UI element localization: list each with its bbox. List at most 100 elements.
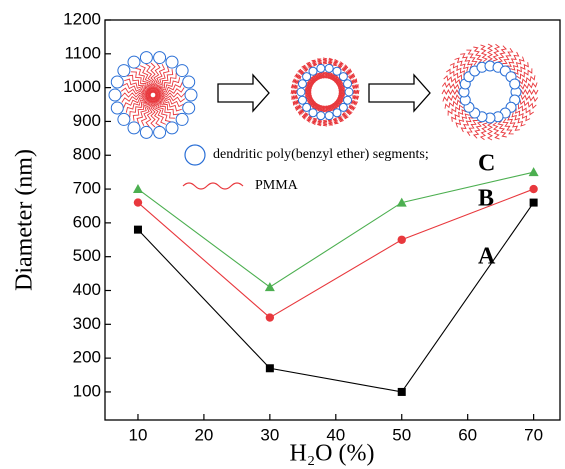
hair: [124, 78, 151, 96]
arrow: [368, 73, 431, 113]
x-tick-label: 60: [458, 425, 477, 444]
hair: [454, 57, 469, 72]
hair: [290, 84, 298, 90]
hair: [319, 105, 325, 113]
hair: [136, 97, 154, 124]
segment: [302, 72, 312, 82]
hair: [497, 45, 508, 63]
hair: [313, 73, 320, 82]
hair: [292, 78, 300, 85]
hair: [306, 80, 314, 87]
hair: [473, 46, 483, 64]
segment: [153, 51, 167, 65]
segment: [343, 95, 353, 105]
hair: [332, 117, 339, 125]
hair: [316, 104, 323, 112]
hair: [337, 86, 345, 92]
legend-icon: [182, 182, 244, 190]
hair: [442, 94, 461, 102]
hair: [292, 99, 300, 106]
hair: [154, 95, 176, 119]
x-axis-label: H₂O (%): [289, 441, 374, 467]
hair: [460, 53, 473, 69]
hair: [122, 82, 151, 97]
hair: [317, 119, 323, 127]
hair: [513, 62, 529, 75]
hair: [152, 69, 174, 93]
hair: [153, 77, 181, 95]
hair: [510, 56, 525, 71]
hair: [153, 95, 171, 123]
y-tick-label: 600: [73, 212, 101, 231]
hair: [332, 101, 340, 109]
hair: [304, 86, 312, 92]
hair: [332, 59, 339, 67]
segment: [343, 79, 353, 89]
hair: [337, 83, 345, 90]
segment: [175, 64, 189, 78]
hair: [155, 94, 179, 116]
series-line: [137, 202, 535, 393]
segment: [338, 102, 348, 112]
hair: [455, 113, 470, 128]
hair: [154, 87, 185, 97]
hair: [447, 104, 464, 116]
y-tick-label: 800: [73, 145, 101, 164]
hair: [291, 94, 299, 100]
hair: [140, 97, 155, 126]
series-label: C: [478, 151, 495, 177]
hair: [294, 73, 302, 80]
hair: [441, 81, 460, 90]
hair: [305, 92, 313, 98]
segment: [324, 63, 334, 73]
hair: [336, 97, 344, 104]
hair: [325, 104, 331, 112]
hair: [502, 118, 514, 135]
hair: [506, 51, 520, 67]
segment: [175, 112, 189, 126]
hair: [480, 44, 488, 63]
hair: [327, 118, 333, 126]
hair: [154, 92, 186, 98]
hair: [334, 99, 342, 107]
segment: [308, 66, 318, 76]
hair: [352, 94, 360, 100]
hair: [297, 108, 306, 116]
hair: [120, 92, 152, 98]
hair: [311, 59, 318, 67]
y-tick-label: 300: [73, 314, 101, 333]
x-tick-label: 40: [326, 425, 345, 444]
hair: [304, 89, 312, 95]
segment: [297, 79, 307, 89]
y-tick-label: 1100: [64, 43, 101, 62]
marker: [133, 225, 142, 234]
marker: [529, 198, 538, 207]
x-tick-label: 10: [129, 425, 148, 444]
segment: [127, 121, 141, 135]
segment: [338, 72, 348, 82]
segment: [344, 87, 354, 97]
y-tick-label: 900: [73, 111, 101, 130]
segment: [165, 55, 179, 69]
hair: [301, 112, 309, 120]
hair: [317, 58, 323, 66]
hair: [313, 103, 320, 111]
marker: [133, 198, 143, 207]
hair: [306, 61, 313, 70]
hair: [311, 117, 318, 125]
x-tick-label: 50: [392, 425, 411, 444]
hair: [155, 93, 184, 108]
hair: [472, 121, 483, 139]
hair: [441, 89, 460, 95]
y-tick-label: 1000: [63, 77, 101, 96]
hair: [290, 89, 298, 95]
hair: [492, 121, 500, 140]
x-tick-label: 70: [524, 425, 543, 444]
segment: [302, 102, 312, 112]
marker: [529, 184, 538, 194]
marker: [264, 282, 275, 292]
series-label: A: [478, 244, 496, 270]
hair: [515, 108, 531, 122]
hair: [155, 94, 182, 112]
marker: [397, 235, 406, 244]
